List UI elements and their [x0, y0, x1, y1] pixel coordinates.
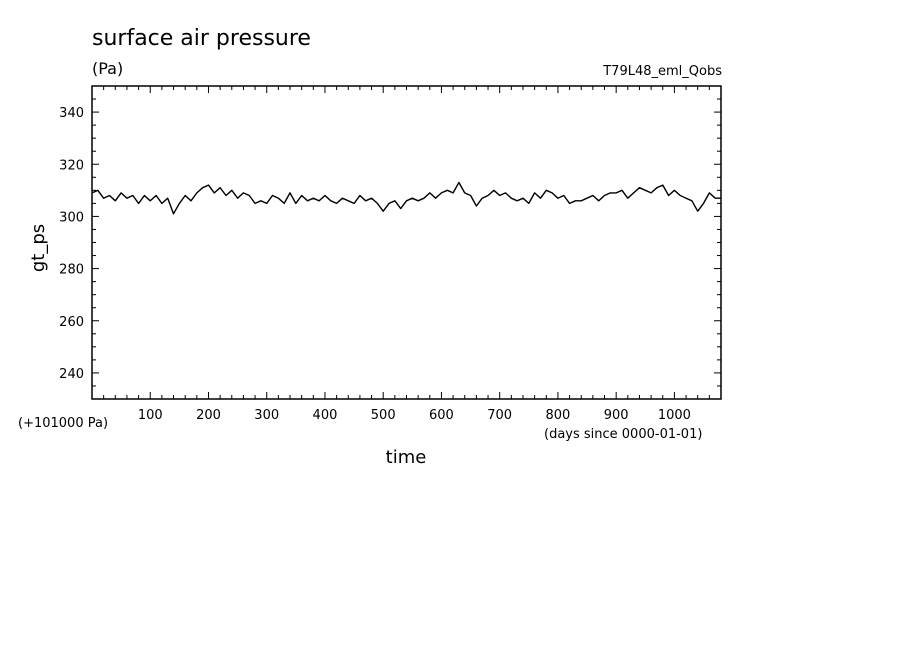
y-offset-label: (+101000 Pa) [18, 416, 108, 431]
chart-title: surface air pressure [92, 26, 311, 51]
x-tick-label: 800 [546, 408, 571, 423]
plot-frame [91, 85, 722, 400]
x-tick-label: 600 [429, 408, 454, 423]
x-axis-label: time [386, 447, 427, 468]
x-units-label: (days since 0000-01-01) [544, 427, 702, 442]
y-tick-label: 340 [59, 106, 84, 121]
x-tick-label: 200 [196, 408, 221, 423]
y-tick-label: 300 [59, 210, 84, 225]
x-tick-label: 500 [371, 408, 396, 423]
y-tick-labels: 240 260 280 300 320 340 [59, 106, 84, 382]
experiment-label: T79L48_eml_Qobs [602, 64, 722, 79]
x-tick-label: 700 [487, 408, 512, 423]
x-tick-labels: 100 200 300 400 500 600 700 800 900 1000 [138, 408, 691, 423]
x-tick-label: 1000 [658, 408, 691, 423]
x-tick-label: 300 [254, 408, 279, 423]
y-tick-label: 280 [59, 263, 84, 278]
axis-ticks [92, 86, 721, 399]
x-tick-label: 100 [138, 408, 163, 423]
y-tick-label: 240 [59, 367, 84, 382]
y-axis-label: gt_ps [28, 224, 49, 272]
units-label: (Pa) [92, 59, 123, 78]
y-tick-label: 320 [59, 158, 84, 173]
x-tick-label: 900 [604, 408, 629, 423]
x-tick-label: 400 [313, 408, 338, 423]
series-line [91, 181, 721, 215]
y-tick-label: 260 [59, 315, 84, 330]
